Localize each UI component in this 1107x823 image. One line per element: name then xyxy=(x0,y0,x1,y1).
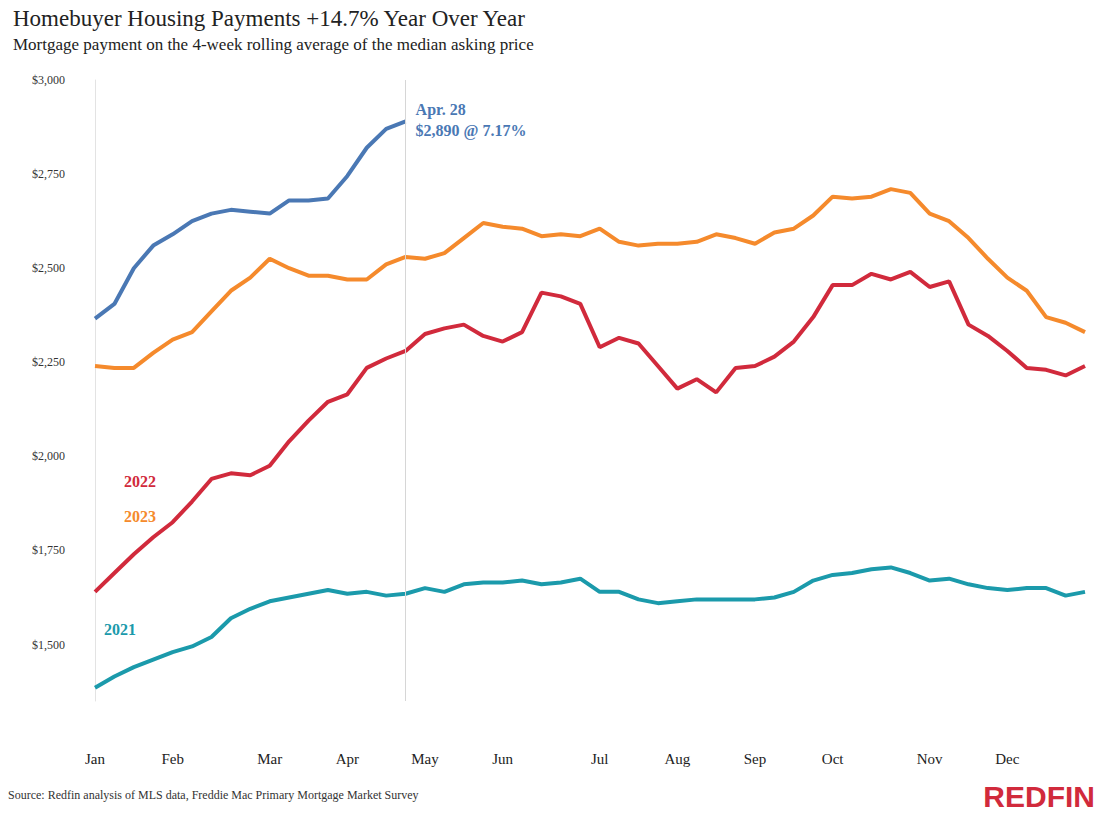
svg-text:$1,500: $1,500 xyxy=(32,638,65,652)
svg-text:Aug: Aug xyxy=(664,751,690,767)
svg-text:May: May xyxy=(411,751,439,767)
svg-text:Feb: Feb xyxy=(161,751,184,767)
svg-text:$3,000: $3,000 xyxy=(32,73,65,87)
svg-text:$2,500: $2,500 xyxy=(32,261,65,275)
svg-text:Sep: Sep xyxy=(744,751,767,767)
svg-text:Jan: Jan xyxy=(85,751,105,767)
svg-text:$1,750: $1,750 xyxy=(32,543,65,557)
svg-text:REDFIN: REDFIN xyxy=(983,780,1095,813)
svg-text:Homebuyer Housing Payments +14: Homebuyer Housing Payments +14.7% Year O… xyxy=(13,6,525,31)
svg-text:2022: 2022 xyxy=(124,473,156,490)
svg-text:Nov: Nov xyxy=(917,751,943,767)
svg-text:Jul: Jul xyxy=(591,751,609,767)
svg-text:$2,890 @ 7.17%: $2,890 @ 7.17% xyxy=(416,122,527,140)
svg-text:2021: 2021 xyxy=(104,621,136,638)
svg-text:$2,750: $2,750 xyxy=(32,167,65,181)
svg-text:Jun: Jun xyxy=(492,751,513,767)
svg-text:Mar: Mar xyxy=(257,751,282,767)
svg-text:Apr. 28: Apr. 28 xyxy=(416,101,466,119)
svg-text:Apr: Apr xyxy=(336,751,359,767)
svg-text:Oct: Oct xyxy=(822,751,844,767)
svg-text:2023: 2023 xyxy=(124,508,156,525)
svg-text:Source: Redfin analysis of MLS: Source: Redfin analysis of MLS data, Fre… xyxy=(8,788,419,802)
svg-text:Dec: Dec xyxy=(995,751,1019,767)
svg-text:$2,000: $2,000 xyxy=(32,449,65,463)
svg-text:$2,250: $2,250 xyxy=(32,355,65,369)
svg-text:Mortgage payment on the 4-week: Mortgage payment on the 4-week rolling a… xyxy=(13,35,534,54)
